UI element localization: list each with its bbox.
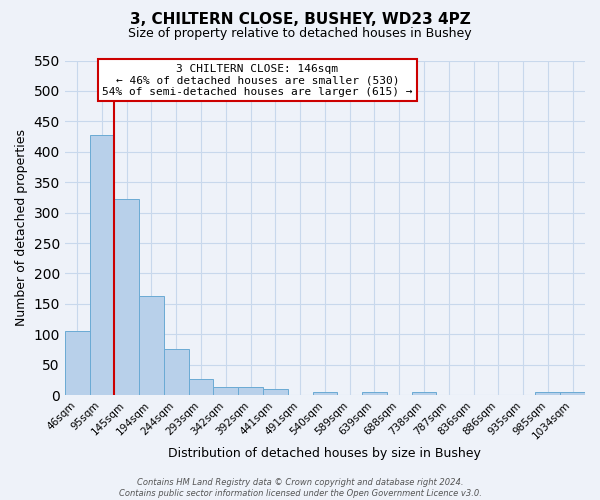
Bar	[238, 387, 263, 395]
Bar	[89, 134, 115, 395]
Bar	[139, 296, 164, 395]
Text: Contains HM Land Registry data © Crown copyright and database right 2024.
Contai: Contains HM Land Registry data © Crown c…	[119, 478, 481, 498]
Bar	[560, 392, 585, 395]
Bar	[164, 350, 188, 395]
Text: Size of property relative to detached houses in Bushey: Size of property relative to detached ho…	[128, 28, 472, 40]
Bar	[188, 378, 214, 395]
X-axis label: Distribution of detached houses by size in Bushey: Distribution of detached houses by size …	[169, 447, 481, 460]
Text: 3 CHILTERN CLOSE: 146sqm
← 46% of detached houses are smaller (530)
54% of semi-: 3 CHILTERN CLOSE: 146sqm ← 46% of detach…	[102, 64, 413, 97]
Bar	[535, 392, 560, 395]
Bar	[263, 389, 288, 395]
Bar	[313, 392, 337, 395]
Text: 3, CHILTERN CLOSE, BUSHEY, WD23 4PZ: 3, CHILTERN CLOSE, BUSHEY, WD23 4PZ	[130, 12, 470, 28]
Bar	[65, 331, 89, 395]
Bar	[214, 387, 238, 395]
Bar	[362, 392, 387, 395]
Bar	[412, 392, 436, 395]
Y-axis label: Number of detached properties: Number of detached properties	[15, 130, 28, 326]
Bar	[115, 199, 139, 395]
